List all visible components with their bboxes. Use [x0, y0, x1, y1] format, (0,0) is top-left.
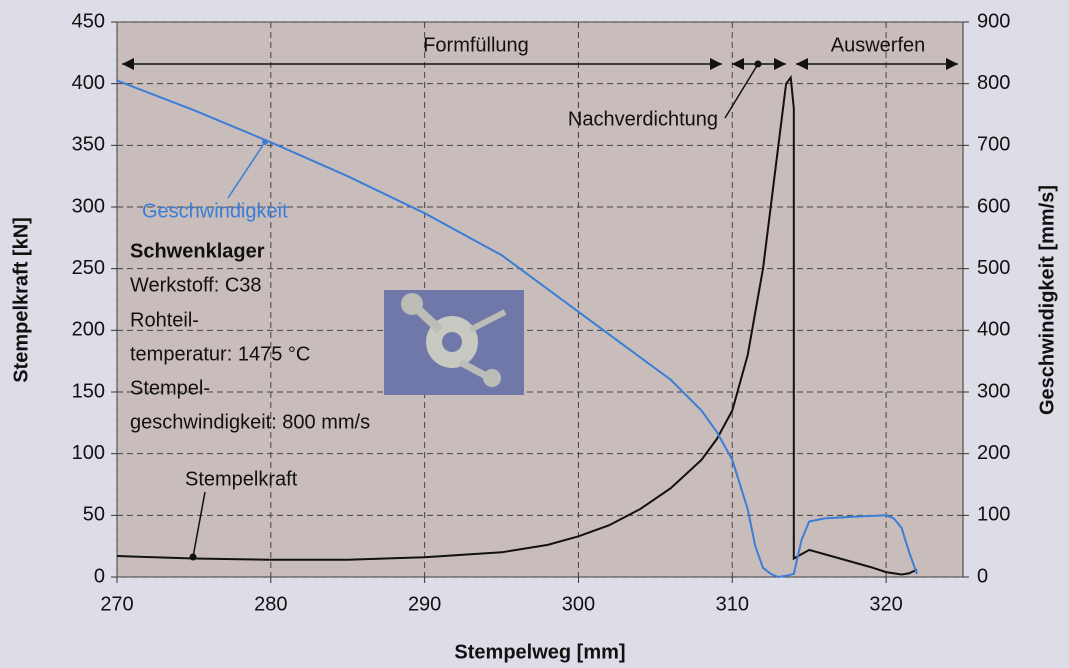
y-tick-label: 300: [72, 195, 105, 217]
info-line: geschwindigkeit: 800 mm/s: [130, 411, 370, 433]
x-axis-label: Stempelweg [mm]: [454, 641, 625, 663]
annotation: Formfüllung: [423, 34, 529, 56]
plot-area: [116, 21, 964, 578]
y-tick-label: 200: [72, 319, 105, 341]
annotation: Geschwindigkeit: [142, 200, 288, 222]
part-photo: [384, 290, 524, 395]
x-tick-label: 320: [869, 593, 902, 615]
y-tick-label: 450: [72, 10, 105, 32]
annotation: Auswerfen: [831, 34, 926, 56]
y-axis-label: Stempelkraft [kN]: [10, 217, 32, 383]
y2-tick-label: 600: [977, 195, 1010, 217]
y-tick-label: 400: [72, 72, 105, 94]
y2-tick-label: 100: [977, 504, 1010, 526]
y2-tick-label: 300: [977, 380, 1010, 402]
data-line: [116, 79, 918, 579]
y-tick-label: 100: [72, 442, 105, 464]
y2-tick-label: 800: [977, 72, 1010, 94]
y2-tick-label: 0: [977, 565, 988, 587]
x-tick-label: 280: [254, 593, 287, 615]
annotation: Stempelkraft: [185, 468, 298, 490]
y-tick-label: 0: [94, 565, 105, 587]
x-tick-label: 290: [408, 593, 441, 615]
y-tick-label: 250: [72, 257, 105, 279]
x-tick-label: 270: [100, 593, 133, 615]
annotation: Nachverdichtung: [568, 108, 718, 130]
y2-tick-label: 500: [977, 257, 1010, 279]
y2-tick-label: 700: [977, 134, 1010, 156]
y2-axis-label: Geschwindigkeit [mm/s]: [1036, 185, 1058, 415]
data-line: [116, 74, 918, 576]
y2-tick-label: 200: [977, 442, 1010, 464]
info-line: Werkstoff: C38: [130, 274, 262, 296]
y-tick-label: 50: [83, 504, 105, 526]
x-tick-label: 310: [716, 593, 749, 615]
y2-tick-label: 900: [977, 10, 1010, 32]
x-tick-label: 300: [562, 593, 595, 615]
info-line: temperatur: 1475 °C: [130, 343, 310, 365]
y-tick-label: 350: [72, 134, 105, 156]
info-line: Stempel-: [130, 377, 210, 399]
info-title: Schwenklager: [130, 240, 265, 262]
info-line: Rohteil-: [130, 309, 199, 331]
y-tick-label: 150: [72, 380, 105, 402]
y2-tick-label: 400: [977, 319, 1010, 341]
